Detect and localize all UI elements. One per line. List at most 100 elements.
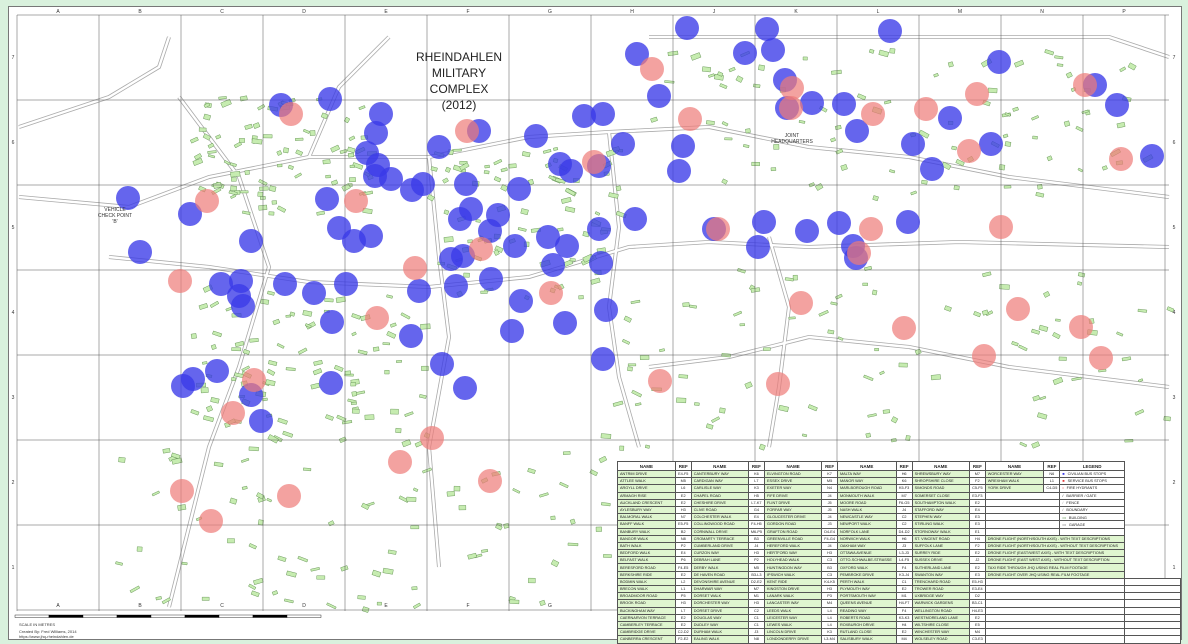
civilian-bus-stop-marker[interactable] <box>369 102 393 126</box>
service-bus-stop-marker[interactable] <box>766 372 790 396</box>
civilian-bus-stop-marker[interactable] <box>901 132 925 156</box>
service-bus-stop-marker[interactable] <box>199 509 223 533</box>
service-bus-stop-marker[interactable] <box>168 269 192 293</box>
civilian-bus-stop-marker[interactable] <box>239 229 263 253</box>
civilian-bus-stop-marker[interactable] <box>448 207 472 231</box>
note-drone-flight[interactable]: TAXI RIDE THROUGH JHQ USING REAL FILM FO… <box>984 563 1126 572</box>
civilian-bus-stop-marker[interactable] <box>591 347 615 371</box>
civilian-bus-stop-marker[interactable] <box>1140 144 1164 168</box>
service-bus-stop-marker[interactable] <box>1109 147 1133 171</box>
service-bus-stop-marker[interactable] <box>640 57 664 81</box>
civilian-bus-stop-marker[interactable] <box>320 310 344 334</box>
service-bus-stop-marker[interactable] <box>892 316 916 340</box>
note-drone-flight[interactable]: DRONE FLIGHT (NORTH/SOUTH AXIS) - WITHOU… <box>984 541 1126 551</box>
service-bus-stop-marker[interactable] <box>221 401 245 425</box>
civilian-bus-stop-marker[interactable] <box>427 135 451 159</box>
service-bus-stop-marker[interactable] <box>242 368 266 392</box>
civilian-bus-stop-marker[interactable] <box>795 219 819 243</box>
civilian-bus-stop-marker[interactable] <box>920 157 944 181</box>
service-bus-stop-marker[interactable] <box>344 189 368 213</box>
civilian-bus-stop-marker[interactable] <box>555 234 579 258</box>
civilian-bus-stop-marker[interactable] <box>587 217 611 241</box>
service-bus-stop-marker[interactable] <box>678 107 702 131</box>
service-bus-stop-marker[interactable] <box>365 306 389 330</box>
civilian-bus-stop-marker[interactable] <box>832 92 856 116</box>
service-bus-stop-marker[interactable] <box>859 217 883 241</box>
civilian-bus-stop-marker[interactable] <box>205 359 229 383</box>
civilian-bus-stop-marker[interactable] <box>400 178 424 202</box>
civilian-bus-stop-marker[interactable] <box>559 159 583 183</box>
civilian-bus-stop-marker[interactable] <box>611 132 635 156</box>
service-bus-stop-marker[interactable] <box>388 450 412 474</box>
civilian-bus-stop-marker[interactable] <box>334 272 358 296</box>
civilian-bus-stop-marker[interactable] <box>752 210 776 234</box>
service-bus-stop-marker[interactable] <box>706 217 730 241</box>
civilian-bus-stop-marker[interactable] <box>363 164 387 188</box>
service-bus-stop-marker[interactable] <box>847 241 871 265</box>
civilian-bus-stop-marker[interactable] <box>675 16 699 40</box>
service-bus-stop-marker[interactable] <box>1073 73 1097 97</box>
civilian-bus-stop-marker[interactable] <box>647 84 671 108</box>
service-bus-stop-marker[interactable] <box>403 256 427 280</box>
service-bus-stop-marker[interactable] <box>195 189 219 213</box>
service-bus-stop-marker[interactable] <box>469 237 493 261</box>
service-bus-stop-marker[interactable] <box>789 291 813 315</box>
civilian-bus-stop-marker[interactable] <box>755 17 779 41</box>
service-bus-stop-marker[interactable] <box>779 96 803 120</box>
service-bus-stop-marker[interactable] <box>861 102 885 126</box>
civilian-bus-stop-marker[interactable] <box>319 371 343 395</box>
service-bus-stop-marker[interactable] <box>420 426 444 450</box>
civilian-bus-stop-marker[interactable] <box>541 253 565 277</box>
civilian-bus-stop-marker[interactable] <box>524 124 548 148</box>
civilian-bus-stop-marker[interactable] <box>479 267 503 291</box>
civilian-bus-stop-marker[interactable] <box>845 119 869 143</box>
service-bus-stop-marker[interactable] <box>972 344 996 368</box>
civilian-bus-stop-marker[interactable] <box>355 141 379 165</box>
civilian-bus-stop-marker[interactable] <box>572 104 596 128</box>
civilian-bus-stop-marker[interactable] <box>938 106 962 130</box>
service-bus-stop-marker[interactable] <box>279 102 303 126</box>
civilian-bus-stop-marker[interactable] <box>591 102 615 126</box>
civilian-bus-stop-marker[interactable] <box>315 187 339 211</box>
civilian-bus-stop-marker[interactable] <box>979 132 1003 156</box>
civilian-bus-stop-marker[interactable] <box>327 216 351 240</box>
civilian-bus-stop-marker[interactable] <box>623 207 647 231</box>
civilian-bus-stop-marker[interactable] <box>625 42 649 66</box>
civilian-bus-stop-marker[interactable] <box>430 352 454 376</box>
civilian-bus-stop-marker[interactable] <box>478 219 502 243</box>
civilian-bus-stop-marker[interactable] <box>178 202 202 226</box>
civilian-bus-stop-marker[interactable] <box>302 281 326 305</box>
note-drone-flight[interactable]: DRONE FLIGHT (EAST/WEST AXIS) - WITH TEX… <box>984 549 1126 558</box>
civilian-bus-stop-marker[interactable] <box>746 235 770 259</box>
civilian-bus-stop-marker[interactable] <box>453 376 477 400</box>
note-drone-flight[interactable]: DRONE FLIGHT (NORTH/SOUTH AXIS) - WITH T… <box>984 534 1126 543</box>
credit-url[interactable]: https://www.jhq-rheindahlen.de <box>19 634 74 639</box>
civilian-bus-stop-marker[interactable] <box>407 279 431 303</box>
service-bus-stop-marker[interactable] <box>277 484 301 508</box>
civilian-bus-stop-marker[interactable] <box>509 289 533 313</box>
civilian-bus-stop-marker[interactable] <box>209 272 233 296</box>
service-bus-stop-marker[interactable] <box>780 76 804 100</box>
civilian-bus-stop-marker[interactable] <box>878 19 902 43</box>
service-bus-stop-marker[interactable] <box>965 82 989 106</box>
civilian-bus-stop-marker[interactable] <box>536 225 560 249</box>
civilian-bus-stop-marker[interactable] <box>273 272 297 296</box>
civilian-bus-stop-marker[interactable] <box>249 409 273 433</box>
service-bus-stop-marker[interactable] <box>582 150 606 174</box>
civilian-bus-stop-marker[interactable] <box>439 247 463 271</box>
civilian-bus-stop-marker[interactable] <box>800 91 824 115</box>
civilian-bus-stop-marker[interactable] <box>364 121 388 145</box>
service-bus-stop-marker[interactable] <box>455 119 479 143</box>
civilian-bus-stop-marker[interactable] <box>503 234 527 258</box>
civilian-bus-stop-marker[interactable] <box>827 211 851 235</box>
service-bus-stop-marker[interactable] <box>989 215 1013 239</box>
civilian-bus-stop-marker[interactable] <box>1105 93 1129 117</box>
civilian-bus-stop-marker[interactable] <box>761 38 785 62</box>
note-drone-flight[interactable]: DRONE FLIGHT OVER JHQ USING REAL FILM FO… <box>984 570 1126 579</box>
civilian-bus-stop-marker[interactable] <box>231 294 255 318</box>
civilian-bus-stop-marker[interactable] <box>589 251 613 275</box>
civilian-bus-stop-marker[interactable] <box>507 177 531 201</box>
service-bus-stop-marker[interactable] <box>1089 346 1113 370</box>
civilian-bus-stop-marker[interactable] <box>128 240 152 264</box>
service-bus-stop-marker[interactable] <box>478 469 502 493</box>
